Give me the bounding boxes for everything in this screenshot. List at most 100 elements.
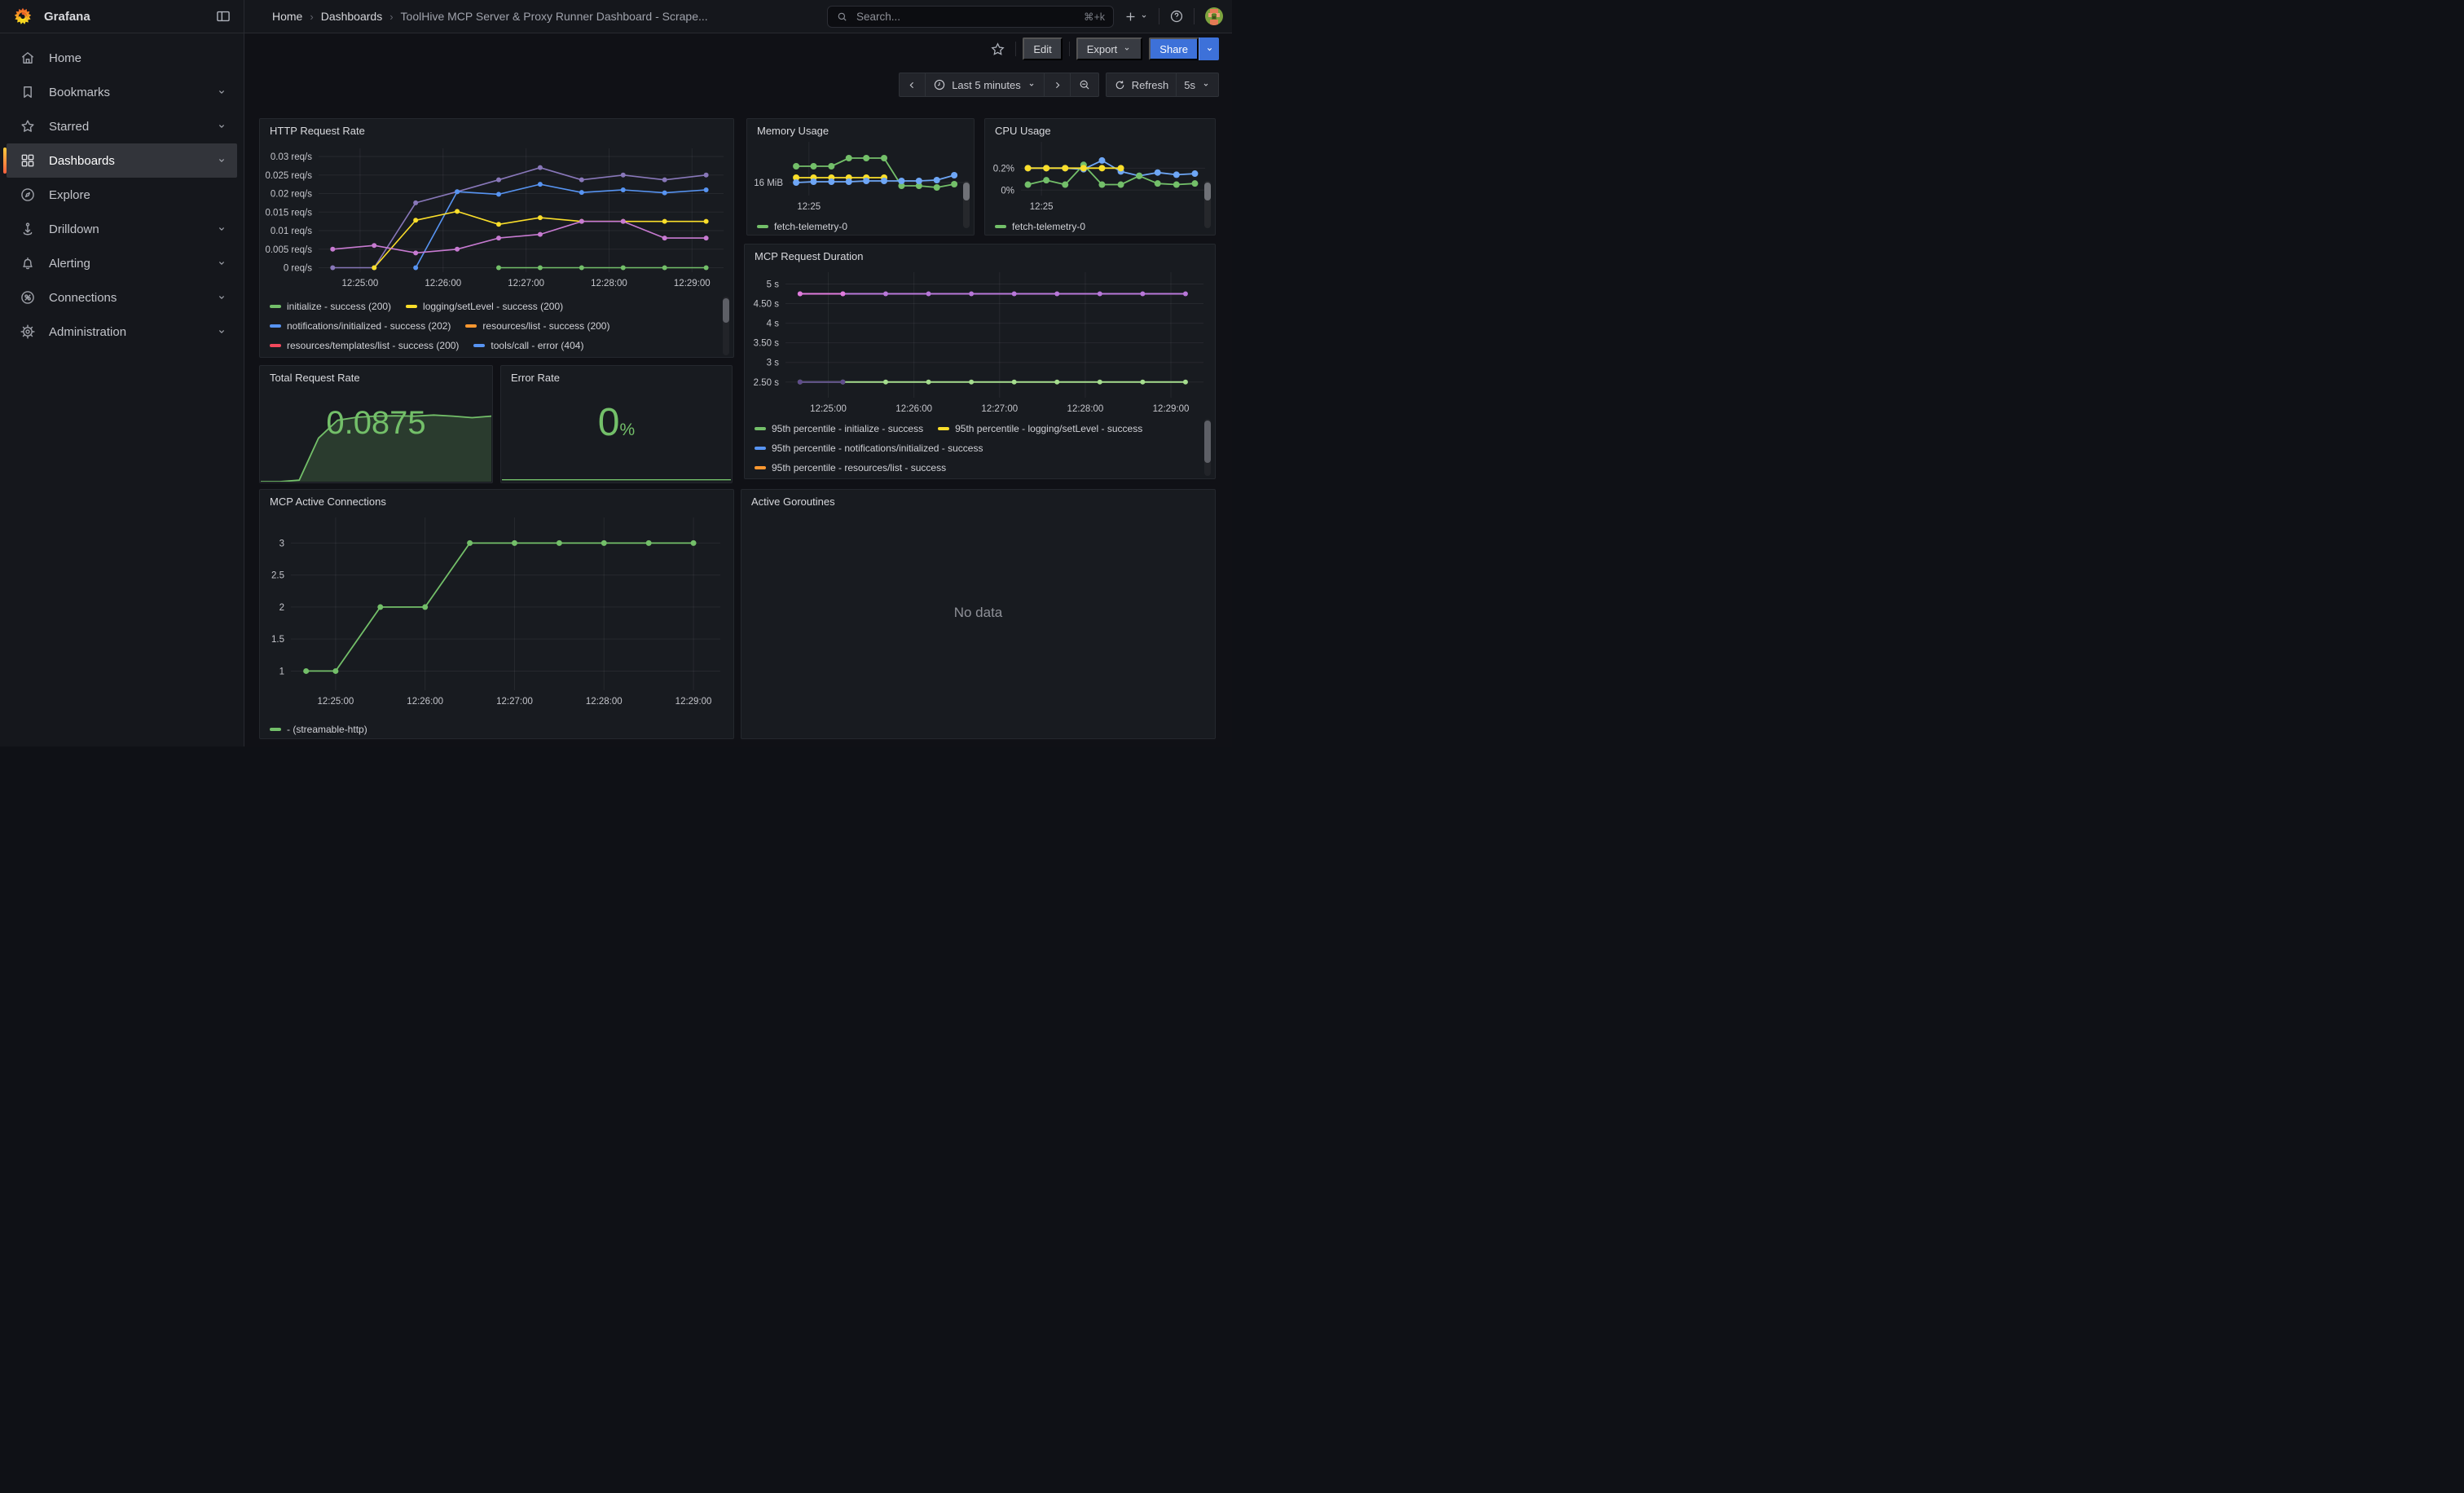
svg-text:1: 1 <box>279 667 284 676</box>
add-button[interactable] <box>1124 10 1149 24</box>
panel-title[interactable]: MCP Request Duration <box>745 244 1215 262</box>
cpu-legend: fetch-telemetry-0 <box>988 215 1200 236</box>
export-button[interactable]: Export <box>1076 37 1143 60</box>
sidebar-item-bookmarks[interactable]: Bookmarks <box>7 75 237 109</box>
legend-scrollbar[interactable] <box>963 181 970 228</box>
sidebar-item-administration[interactable]: Administration <box>7 315 237 349</box>
sidebar-item-alerting[interactable]: Alerting <box>7 246 237 280</box>
svg-text:12:28:00: 12:28:00 <box>586 697 623 707</box>
search-icon <box>836 11 848 23</box>
legend-swatch <box>270 728 281 731</box>
panel-title[interactable]: Error Rate <box>501 366 732 384</box>
sidebar-item-connections[interactable]: Connections <box>7 280 237 315</box>
panel-title[interactable]: MCP Active Connections <box>260 490 733 508</box>
legend-label: fetch-telemetry-0 <box>1012 221 1085 232</box>
panel-title[interactable]: Total Request Rate <box>260 366 492 384</box>
breadcrumb-item[interactable]: Dashboards <box>321 10 383 23</box>
sidebar-item-label: Bookmarks <box>49 86 110 99</box>
top-bar-left: Grafana <box>0 0 244 33</box>
panel-cpu-usage: CPU Usage 12:250.2%0% fetch-telemetry-0 <box>984 118 1216 236</box>
legend-item[interactable]: - (streamable-http) <box>270 724 367 735</box>
legend-item[interactable]: 95th percentile - logging/setLevel - suc… <box>938 423 1142 434</box>
svg-text:0%: 0% <box>1001 186 1014 196</box>
legend-scrollbar[interactable] <box>1204 419 1211 476</box>
legend-item[interactable]: 95th percentile - resources/list - succe… <box>755 462 946 473</box>
legend-item[interactable]: logging/setLevel - success (200) <box>406 301 563 312</box>
memory-usage-chart: 12:2516 MiB <box>750 135 970 214</box>
breadcrumb: Home›Dashboards›ToolHive MCP Server & Pr… <box>272 10 708 23</box>
chevron-left-icon <box>907 80 917 90</box>
star-icon <box>20 118 36 134</box>
legend-item[interactable]: tools/call - success (200) <box>270 359 394 360</box>
time-shift-forward-button[interactable] <box>1044 73 1071 97</box>
legend-item[interactable]: fetch-telemetry-0 <box>757 221 847 232</box>
legend-scrollbar[interactable] <box>723 297 729 355</box>
svg-text:12:25:00: 12:25:00 <box>318 697 354 707</box>
time-range-picker[interactable]: Last 5 minutes <box>925 73 1045 97</box>
svg-text:12:29:00: 12:29:00 <box>675 697 712 707</box>
legend-item[interactable]: unknown - success (200) <box>546 359 671 360</box>
legend-scrollbar[interactable] <box>1204 181 1211 228</box>
svg-text:12:26:00: 12:26:00 <box>407 697 443 707</box>
edit-button[interactable]: Edit <box>1023 37 1062 60</box>
sidebar-item-explore[interactable]: Explore <box>7 178 237 212</box>
time-shift-back-button[interactable] <box>899 73 926 97</box>
avatar[interactable] <box>1204 7 1224 26</box>
legend-item[interactable]: 95th percentile - initialize - success <box>755 423 923 434</box>
mcp-request-duration-chart: 12:25:0012:26:0012:27:0012:28:0012:29:00… <box>748 264 1212 421</box>
no-data-message: No data <box>741 605 1215 621</box>
legend-item[interactable]: 95th percentile - notifications/initiali… <box>755 443 983 454</box>
breadcrumb-item[interactable]: Home <box>272 10 302 23</box>
legend-item[interactable]: notifications/initialized - success (202… <box>270 320 451 332</box>
panel-mcp-request-duration: MCP Request Duration 12:25:0012:26:0012:… <box>744 244 1216 479</box>
legend-label: notifications/initialized - success (202… <box>287 320 451 332</box>
legend-item[interactable]: resources/templates/list - success (200) <box>270 340 459 351</box>
favorite-star-icon[interactable] <box>986 37 1009 60</box>
panel-title[interactable]: HTTP Request Rate <box>260 119 733 137</box>
refresh-button[interactable]: Refresh <box>1106 73 1177 97</box>
bell-icon <box>20 255 36 271</box>
chevron-down-icon <box>216 326 227 337</box>
stat-value: 0.0875 <box>260 405 492 442</box>
gear-icon <box>20 324 36 340</box>
share-menu-caret[interactable] <box>1199 37 1219 60</box>
chevron-down-icon <box>1122 44 1132 54</box>
legend-item[interactable]: tools/call - error (404) <box>473 340 583 351</box>
zoom-out-button[interactable] <box>1070 73 1099 97</box>
chevron-down-icon <box>216 155 227 166</box>
chevron-down-icon <box>216 258 227 269</box>
search-input[interactable] <box>855 10 1077 24</box>
chevron-down-icon <box>216 292 227 303</box>
legend-label: 95th percentile - logging/setLevel - suc… <box>955 423 1142 434</box>
sidebar-item-drilldown[interactable]: Drilldown <box>7 212 237 246</box>
legend-item[interactable]: tools/list - success (200) <box>409 359 531 360</box>
legend-item[interactable]: initialize - success (200) <box>270 301 391 312</box>
legend-item[interactable]: fetch-telemetry-0 <box>995 221 1085 232</box>
svg-text:12:27:00: 12:27:00 <box>508 279 544 288</box>
svg-text:0.01 req/s: 0.01 req/s <box>271 227 312 236</box>
help-icon[interactable] <box>1169 9 1184 24</box>
svg-text:0.015 req/s: 0.015 req/s <box>265 208 312 218</box>
legend-label: tools/call - error (404) <box>491 340 583 351</box>
mcp-active-connections-chart: 12:25:0012:26:0012:27:0012:28:0012:29:00… <box>263 511 730 715</box>
legend-item[interactable]: resources/list - success (200) <box>465 320 609 332</box>
drilldown-icon <box>20 221 36 237</box>
http-request-rate-chart: 12:25:0012:26:0012:27:0012:28:0012:29:00… <box>263 142 730 293</box>
panel-title[interactable]: Memory Usage <box>747 119 974 137</box>
breadcrumb-item: ToolHive MCP Server & Proxy Runner Dashb… <box>401 10 708 23</box>
sidebar: Home Bookmarks StarredDashboardsExploreDri… <box>0 33 244 746</box>
svg-text:16 MiB: 16 MiB <box>754 178 783 188</box>
sidebar-item-home[interactable]: Home <box>7 41 237 75</box>
refresh-interval-select[interactable]: 5s <box>1176 73 1219 97</box>
share-button[interactable]: Share <box>1149 37 1199 60</box>
legend-swatch <box>270 344 281 347</box>
search-box[interactable]: ⌘+k <box>827 6 1114 28</box>
legend-label: fetch-telemetry-0 <box>774 221 847 232</box>
sidebar-item-dashboards[interactable]: Dashboards <box>7 143 237 178</box>
svg-text:12:28:00: 12:28:00 <box>1067 404 1104 414</box>
panel-title[interactable]: Active Goroutines <box>741 490 1215 508</box>
legend-label: resources/list - success (200) <box>482 320 609 332</box>
panel-title[interactable]: CPU Usage <box>985 119 1215 137</box>
sidebar-item-starred[interactable]: Starred <box>7 109 237 143</box>
sidebar-toggle-icon[interactable] <box>213 6 234 27</box>
